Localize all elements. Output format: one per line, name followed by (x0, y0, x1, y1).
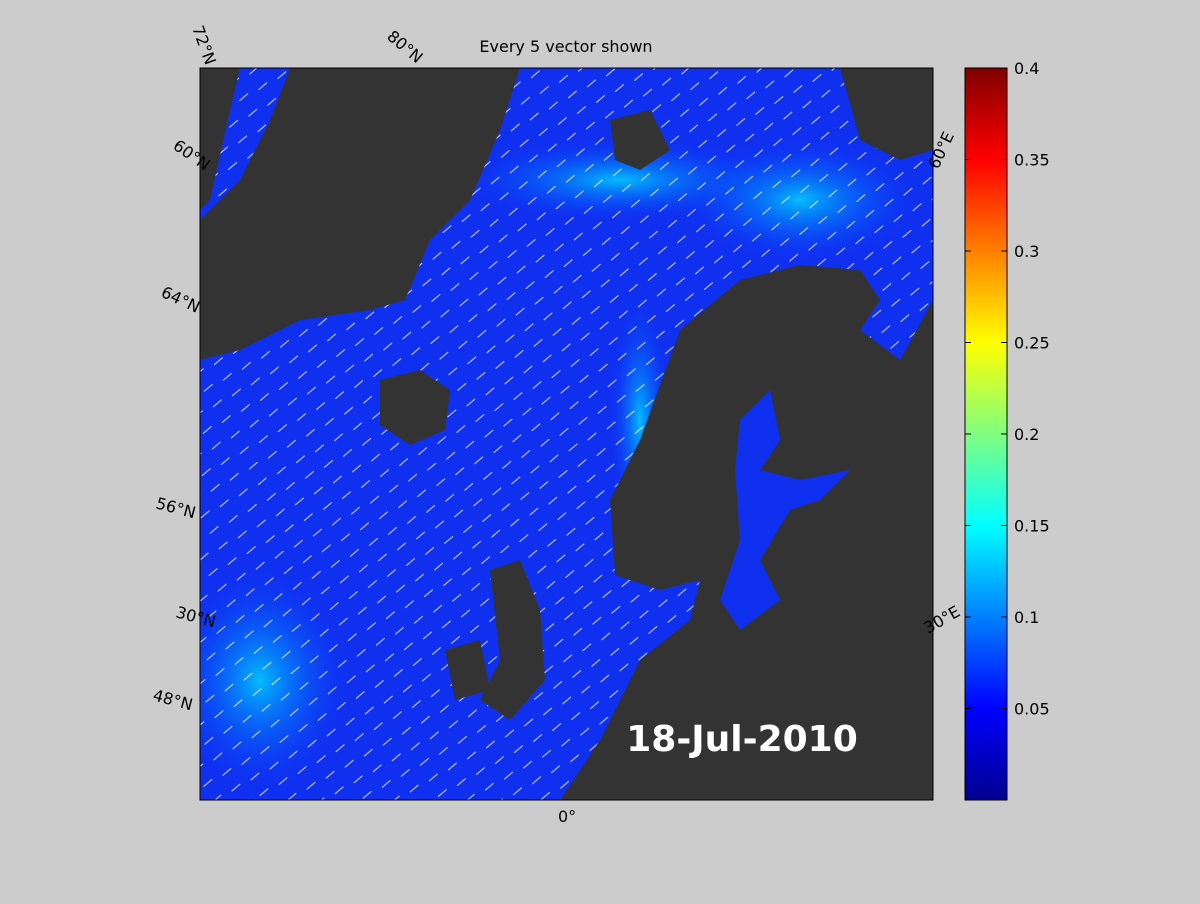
colorbar-tick-label: 0.05 (1014, 700, 1050, 719)
land (200, 68, 240, 210)
map-frame (199, 67, 934, 801)
novaya-zemlya (840, 68, 933, 160)
colorbar (964, 67, 1008, 801)
svalbard (610, 110, 670, 170)
colorbar-tick-label: 0.2 (1014, 425, 1039, 444)
colorbar-tick-label: 0.1 (1014, 608, 1039, 627)
colorbar-tick-label: 0.35 (1014, 151, 1050, 170)
lon-label: 0° (558, 807, 576, 826)
title: Every 5 vector shown (479, 37, 652, 56)
greenland (200, 68, 520, 360)
britain (480, 560, 545, 720)
colorbar-tick-label: 0.25 (1014, 334, 1050, 353)
iceland (380, 370, 450, 445)
colorbar-tick-label: 0.15 (1014, 517, 1050, 536)
date-label: 18-Jul-2010 (626, 719, 858, 760)
colorbar-tick-label: 0.3 (1014, 242, 1039, 261)
map (200, 68, 933, 800)
colorbar-tick-label: 0.4 (1014, 59, 1039, 78)
baltic (720, 390, 850, 630)
ireland (445, 640, 490, 700)
